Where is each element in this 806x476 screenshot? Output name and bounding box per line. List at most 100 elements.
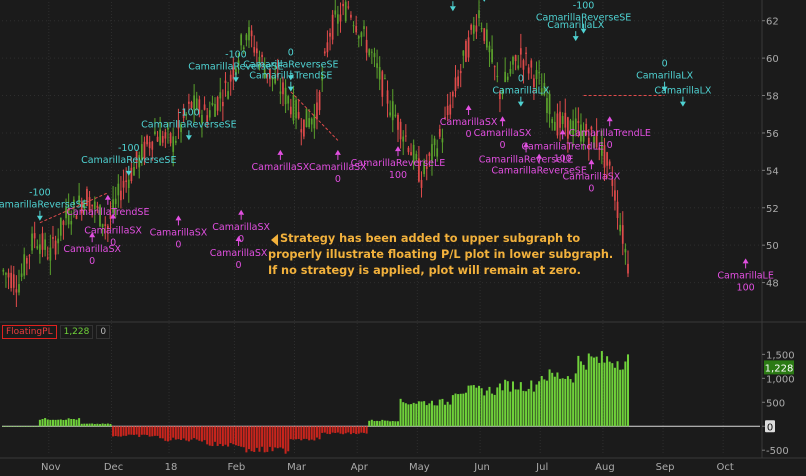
x-tick-label: Sep bbox=[656, 462, 675, 473]
candle-body bbox=[363, 26, 365, 30]
candle-body bbox=[467, 37, 470, 58]
candle-body bbox=[488, 45, 491, 53]
x-tick-label: Dec bbox=[104, 462, 123, 473]
sell-signal-name: CamarillaReverseSE bbox=[81, 155, 176, 166]
pl-bar bbox=[67, 418, 70, 427]
candle-body bbox=[120, 190, 122, 201]
pl-bar bbox=[292, 426, 295, 440]
pl-bar bbox=[302, 426, 305, 439]
candle-body bbox=[143, 141, 146, 159]
sell-signal-qty: -100 bbox=[29, 188, 51, 199]
buy-signal-name: CamarillaSX bbox=[84, 226, 142, 237]
y-tick-label: 62 bbox=[766, 17, 779, 28]
pl-bar bbox=[467, 385, 470, 427]
pl-bar bbox=[464, 392, 467, 427]
candle-body bbox=[75, 215, 78, 219]
pl-bar bbox=[132, 426, 136, 435]
candle-body bbox=[164, 132, 167, 139]
pl-bar bbox=[430, 400, 433, 427]
candle-body bbox=[480, 28, 483, 30]
pl-bar bbox=[91, 423, 94, 427]
pl-bar bbox=[566, 376, 569, 427]
pl-bar bbox=[4, 426, 7, 427]
candle-body bbox=[326, 42, 329, 53]
pl-bar bbox=[446, 401, 449, 427]
candle-body bbox=[459, 71, 462, 74]
candle-body bbox=[151, 141, 154, 150]
candle-body bbox=[292, 95, 295, 121]
pl-bar bbox=[263, 426, 266, 453]
pl-bar bbox=[227, 426, 230, 447]
candle-body bbox=[185, 113, 188, 115]
candle-body bbox=[263, 68, 266, 78]
candle-body bbox=[339, 14, 342, 22]
candle-body bbox=[198, 99, 201, 114]
candle-body bbox=[402, 136, 405, 142]
candle-body bbox=[561, 115, 564, 125]
candle-body bbox=[585, 123, 588, 136]
buy-arrow-icon bbox=[89, 232, 96, 238]
pl-bar bbox=[376, 420, 379, 427]
candle-body bbox=[614, 190, 616, 201]
candle-body bbox=[18, 284, 20, 293]
pl-bar bbox=[561, 378, 564, 427]
pl-bar bbox=[240, 426, 243, 447]
buy-arrow-icon bbox=[235, 235, 242, 241]
y-tick-label: 52 bbox=[766, 204, 779, 215]
candle-body bbox=[410, 152, 412, 156]
study-value-label: 1,228 bbox=[59, 325, 94, 339]
candle-body bbox=[140, 144, 143, 160]
candle-body bbox=[444, 116, 446, 118]
candle-body bbox=[564, 112, 567, 128]
candle-body bbox=[122, 180, 125, 188]
candle-body bbox=[295, 99, 297, 119]
candle-body bbox=[357, 36, 360, 39]
buy-arrow-icon bbox=[104, 194, 111, 200]
pl-bar bbox=[336, 426, 339, 433]
x-tick-label: Oct bbox=[717, 462, 734, 473]
sell-signal-name: CamarillaReverseSE bbox=[243, 59, 338, 70]
pl-bar bbox=[208, 426, 211, 446]
candle-body bbox=[130, 167, 133, 182]
candle-body bbox=[360, 32, 363, 38]
pl-bar bbox=[65, 419, 68, 427]
pl-bar bbox=[480, 388, 483, 427]
candle-body bbox=[598, 147, 601, 151]
pl-bar bbox=[109, 423, 112, 427]
pl-bar bbox=[185, 426, 188, 441]
candle-body bbox=[99, 205, 101, 227]
candle-body bbox=[253, 47, 256, 53]
study-name-label[interactable]: FloatingPL bbox=[2, 325, 57, 339]
pl-bar bbox=[433, 405, 436, 427]
buy-signal-name: CamarillaTrendLE bbox=[521, 141, 603, 152]
pl-bar bbox=[31, 426, 34, 427]
candle-body bbox=[452, 92, 454, 97]
pl-bar bbox=[326, 426, 329, 434]
candle-body bbox=[386, 90, 389, 104]
pl-bar bbox=[219, 426, 222, 444]
pl-bar bbox=[279, 426, 282, 448]
pl-bar bbox=[127, 426, 130, 435]
candle-body bbox=[271, 76, 274, 80]
pl-bar bbox=[295, 426, 298, 440]
pl-bar bbox=[300, 426, 303, 441]
pl-bar bbox=[135, 426, 138, 435]
trade-link-line bbox=[39, 192, 109, 224]
pl-bar bbox=[595, 356, 598, 427]
pl-bar bbox=[472, 385, 475, 427]
buy-signal-name: CamarillaSX bbox=[563, 171, 621, 182]
buy-arrow-icon bbox=[588, 159, 595, 165]
pl-bar bbox=[613, 367, 616, 427]
candle-body bbox=[611, 179, 614, 186]
pl-bar bbox=[15, 426, 18, 427]
candle-body bbox=[36, 246, 39, 249]
pl-bar bbox=[454, 393, 457, 427]
pl-bar bbox=[608, 361, 611, 427]
candle-body bbox=[279, 91, 282, 94]
pl-bar bbox=[166, 426, 169, 442]
candle-body bbox=[483, 28, 486, 41]
candle-body bbox=[12, 274, 15, 288]
candle-body bbox=[603, 145, 606, 168]
sell-arrow-icon bbox=[449, 6, 456, 12]
